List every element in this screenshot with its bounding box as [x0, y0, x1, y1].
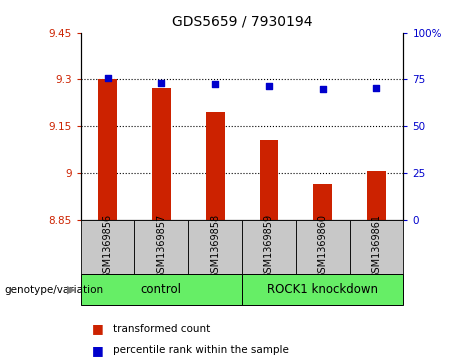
- Text: GSM1369857: GSM1369857: [156, 214, 166, 280]
- Bar: [367, 171, 386, 220]
- Bar: [135, 220, 188, 274]
- Bar: [349, 220, 403, 274]
- Point: [212, 81, 219, 87]
- Point: [373, 85, 380, 91]
- Bar: [260, 139, 278, 220]
- Bar: [242, 274, 403, 305]
- Text: genotype/variation: genotype/variation: [5, 285, 104, 295]
- Text: GSM1369861: GSM1369861: [372, 214, 382, 280]
- Text: GSM1369858: GSM1369858: [210, 214, 220, 280]
- Text: ■: ■: [92, 344, 104, 357]
- Bar: [206, 112, 225, 220]
- Text: ROCK1 knockdown: ROCK1 knockdown: [267, 283, 378, 296]
- Text: percentile rank within the sample: percentile rank within the sample: [113, 345, 289, 355]
- Text: ▶: ▶: [67, 285, 76, 295]
- Text: GSM1369859: GSM1369859: [264, 214, 274, 280]
- Bar: [188, 220, 242, 274]
- Text: transformed count: transformed count: [113, 323, 210, 334]
- Title: GDS5659 / 7930194: GDS5659 / 7930194: [172, 15, 312, 29]
- Point: [319, 86, 326, 92]
- Bar: [242, 220, 296, 274]
- Bar: [152, 88, 171, 220]
- Bar: [296, 220, 349, 274]
- Point: [158, 80, 165, 86]
- Bar: [81, 274, 242, 305]
- Text: GSM1369860: GSM1369860: [318, 214, 328, 280]
- Text: control: control: [141, 283, 182, 296]
- Bar: [313, 184, 332, 220]
- Point: [104, 76, 111, 81]
- Text: GSM1369856: GSM1369856: [102, 214, 112, 280]
- Point: [265, 83, 272, 89]
- Bar: [81, 220, 135, 274]
- Text: ■: ■: [92, 322, 104, 335]
- Bar: [98, 79, 117, 220]
